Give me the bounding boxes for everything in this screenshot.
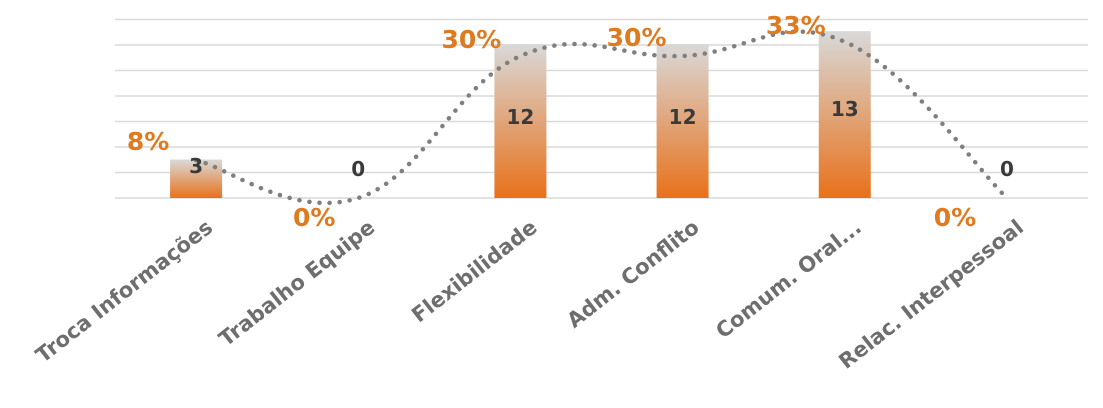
percent-label: 33% <box>766 11 826 40</box>
bar <box>818 31 871 198</box>
bar-value-label: 0 <box>1000 157 1014 181</box>
category-label: Flexibilidade <box>407 215 541 327</box>
category-label: Comum. Oral... <box>711 215 866 343</box>
bar-value-label: 13 <box>831 97 859 121</box>
data-labels: 3 0 12 12 13 0 8% 0% 30% 30% 33% 0% <box>127 11 1014 232</box>
bar <box>494 44 547 198</box>
percent-label: 8% <box>127 127 169 156</box>
bar-value-label: 0 <box>351 157 365 181</box>
bar <box>656 44 709 198</box>
category-label: Adm. Conflito <box>562 215 703 333</box>
category-label: Trabalho Equipe <box>214 215 379 351</box>
percent-label: 0% <box>934 203 976 232</box>
bar-value-label: 3 <box>189 154 203 178</box>
bar-value-label: 12 <box>669 105 697 129</box>
percent-trend-line <box>193 29 1010 206</box>
category-label: Relac. Interpessoal <box>834 215 1028 374</box>
gridlines <box>115 18 1088 199</box>
percent-label: 30% <box>607 23 667 52</box>
percent-label: 30% <box>441 25 501 54</box>
percent-label: 0% <box>293 203 335 232</box>
bar-value-label: 12 <box>506 105 534 129</box>
category-label: Troca Informações <box>31 215 217 368</box>
